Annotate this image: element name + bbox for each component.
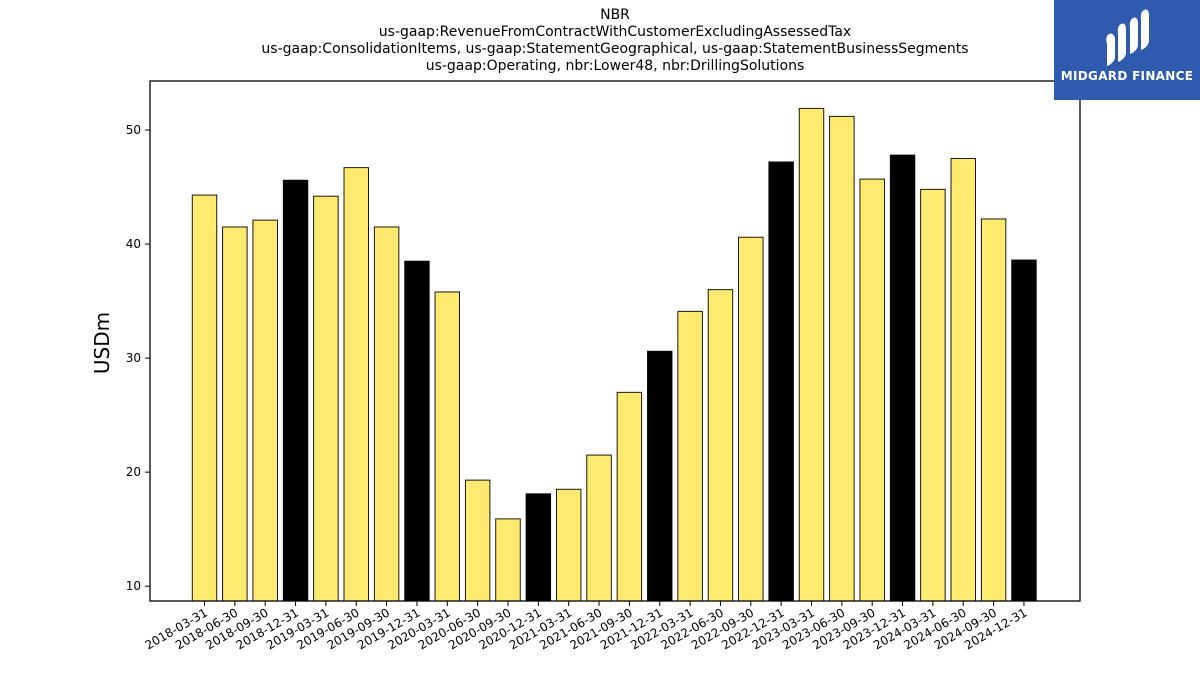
chart-subtitle-concept: us-gaap:RevenueFromContractWithCustomerE…	[378, 24, 852, 40]
bar-2021-12-31	[647, 350, 673, 602]
bar-2024-06-30	[950, 158, 976, 602]
bar-2022-03-31	[677, 310, 703, 602]
y-axis: 10 20 30 40 50	[126, 123, 150, 593]
bar-2022-06-30	[707, 289, 734, 602]
y-tick-label-40: 40	[126, 237, 141, 251]
bar-2022-09-30	[738, 236, 764, 602]
bar-2019-12-31	[404, 260, 430, 602]
midgard-finance-logo: MIDGARD FINANCE	[1054, 0, 1200, 100]
y-axis-label: USDm	[90, 312, 114, 374]
plot-frame	[149, 80, 1081, 602]
bar-2020-06-30	[464, 479, 491, 602]
bar-2020-09-30	[495, 518, 521, 602]
bar-2019-03-31	[313, 195, 339, 602]
chart-subtitle-axes: us-gaap:ConsolidationItems, us-gaap:Stat…	[261, 41, 969, 57]
bar-2018-06-30	[222, 226, 248, 602]
bar-2021-06-30	[586, 454, 612, 602]
bar-2020-03-31	[434, 291, 460, 602]
bar-2021-09-30	[616, 391, 643, 602]
bar-2018-09-30	[252, 219, 278, 602]
bar-2019-09-30	[373, 226, 400, 602]
y-tick-label-50: 50	[126, 123, 141, 137]
bar-2021-03-31	[556, 488, 582, 602]
bar-2018-12-31	[282, 179, 309, 602]
x-axis: 2018-03-312018-06-302018-09-302018-12-31…	[143, 601, 1029, 652]
chart-subtitle-members: us-gaap:Operating, nbr:Lower48, nbr:Dril…	[425, 58, 805, 74]
bar-2023-09-30	[859, 178, 885, 602]
chart-title: NBR	[600, 7, 630, 23]
logo-text: MIDGARD FINANCE	[1060, 69, 1194, 83]
bar-2020-12-31	[525, 493, 552, 602]
bar-2019-06-30	[343, 167, 369, 602]
bar-2024-12-31	[1011, 259, 1037, 602]
bar-2023-06-30	[829, 115, 855, 602]
bar-2023-12-31	[889, 154, 916, 602]
bar-series	[191, 107, 1037, 602]
bar-2024-03-31	[920, 188, 946, 602]
bar-2022-12-31	[768, 161, 794, 602]
bar-2024-09-30	[980, 218, 1007, 602]
bar-2023-03-31	[798, 107, 825, 602]
midgard-logo-mark-icon	[1106, 9, 1149, 66]
y-tick-label-30: 30	[126, 351, 141, 365]
chart-title-block: NBR us-gaap:RevenueFromContractWithCusto…	[150, 7, 1080, 75]
bar-2018-03-31	[191, 194, 218, 602]
y-tick-label-20: 20	[126, 465, 141, 479]
y-tick-label-10: 10	[126, 579, 141, 593]
